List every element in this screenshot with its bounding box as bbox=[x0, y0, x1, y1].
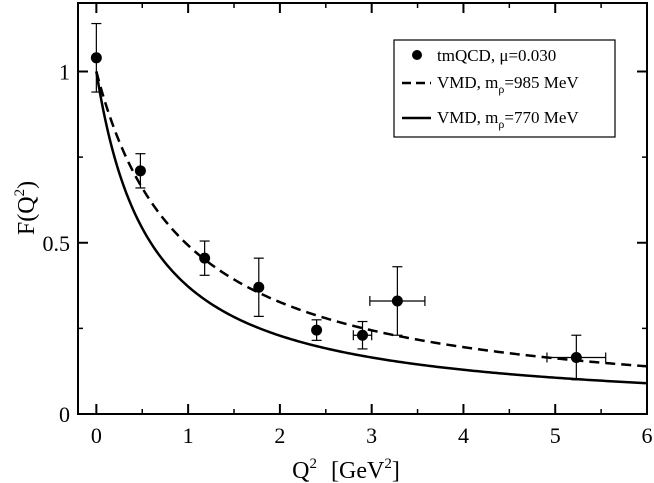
data-point bbox=[391, 295, 403, 307]
x-tick-label: 3 bbox=[366, 423, 377, 448]
axis-tick-labels: 0 1 2 3 4 5 6 0 0.5 1 bbox=[43, 60, 653, 449]
legend-box bbox=[393, 39, 616, 138]
data-point bbox=[357, 329, 368, 341]
y-tick-label: 0.5 bbox=[43, 231, 71, 256]
x-tick-label: 5 bbox=[550, 423, 561, 448]
data-point bbox=[253, 281, 265, 293]
data-point bbox=[90, 52, 102, 64]
y-axis-title: F(Q2) bbox=[12, 181, 40, 235]
x-tick-label: 6 bbox=[642, 423, 653, 448]
data-point bbox=[134, 165, 146, 177]
vmd-770-curve bbox=[95, 71, 648, 385]
legend-label-vmd-985: VMD, mρ=985 MeV bbox=[437, 73, 579, 96]
axis-ticks bbox=[78, 3, 648, 415]
legend-label-vmd-770: VMD, mρ=770 MeV bbox=[437, 108, 579, 131]
data-point bbox=[199, 252, 211, 264]
legend-label-tmqcd: tmQCD, μ=0.030 bbox=[437, 46, 556, 65]
data-point bbox=[311, 324, 323, 336]
x-tick-label: 1 bbox=[183, 423, 194, 448]
tmqcd-data-points bbox=[90, 22, 607, 381]
x-tick-label: 0 bbox=[91, 423, 102, 448]
data-point bbox=[570, 351, 582, 363]
x-axis-title: Q2 [GeV2] bbox=[292, 456, 400, 483]
plot-frame bbox=[77, 2, 648, 415]
y-tick-label: 0 bbox=[59, 402, 70, 427]
legend-marker-points bbox=[412, 50, 422, 60]
legend: tmQCD, μ=0.030 VMD, mρ=985 MeV VMD, mρ=7… bbox=[393, 39, 616, 138]
x-tick-label: 4 bbox=[458, 423, 469, 448]
x-tick-label: 2 bbox=[274, 423, 285, 448]
y-tick-label: 1 bbox=[59, 60, 70, 85]
